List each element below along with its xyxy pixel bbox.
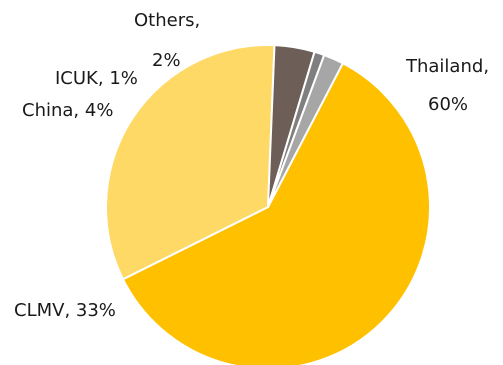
pie-slice-thailand	[122, 62, 431, 365]
slice-label-icuk: ICUK, 1%	[55, 68, 138, 89]
slice-label-others: Others,	[134, 10, 201, 31]
pie-slice-others	[267, 54, 344, 208]
pie-slice-clmv	[105, 44, 276, 281]
slice-value-others: 2%	[152, 50, 181, 71]
slice-value-thailand: 60%	[428, 94, 469, 115]
slice-label-thailand: Thailand,	[406, 56, 490, 77]
slice-label-china: China, 4%	[22, 100, 114, 121]
slice-label-clmv: CLMV, 33%	[14, 300, 116, 321]
